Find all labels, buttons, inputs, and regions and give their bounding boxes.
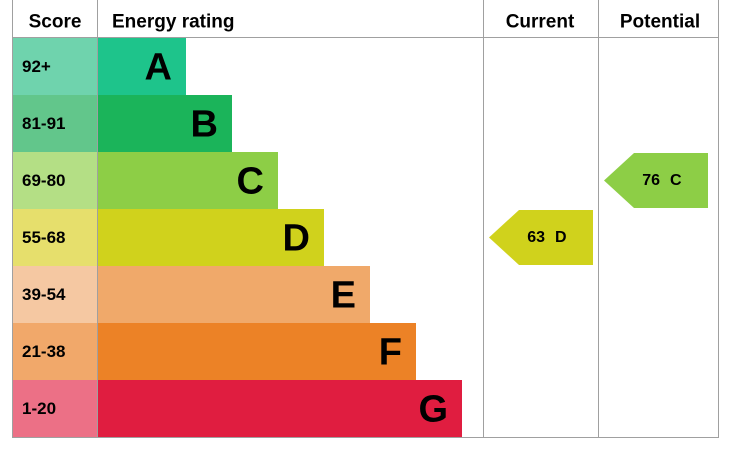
band-bar — [98, 323, 416, 380]
potential-arrow — [604, 153, 708, 208]
current-letter: D — [555, 229, 567, 246]
current-arrow — [489, 210, 593, 265]
band-bar — [98, 152, 278, 209]
score-cell — [13, 209, 97, 266]
score-label: 21-38 — [22, 342, 65, 361]
header-potential: Potential — [620, 12, 700, 33]
score-cell — [13, 380, 97, 437]
score-cell — [13, 38, 97, 95]
band-letter: F — [379, 332, 402, 374]
band-bar — [98, 95, 232, 152]
score-label: 69-80 — [22, 171, 65, 190]
band-letter: D — [283, 218, 310, 260]
score-label: 1-20 — [22, 399, 56, 418]
score-cell — [13, 266, 97, 323]
header-rating: Energy rating — [112, 12, 234, 33]
score-label: 39-54 — [22, 285, 66, 304]
score-label: 92+ — [22, 57, 51, 76]
band-bar — [98, 209, 324, 266]
band-letter: A — [145, 47, 172, 89]
current-value: 63 — [527, 229, 545, 246]
band-bar — [98, 266, 370, 323]
potential-letter: C — [670, 172, 682, 189]
band-letter: E — [331, 275, 356, 317]
header-score: Score — [29, 12, 82, 33]
band-bar — [98, 38, 186, 95]
band-letter: C — [237, 161, 264, 203]
band-letter: B — [191, 104, 218, 146]
header-current: Current — [506, 12, 575, 33]
band-bar — [98, 380, 462, 437]
score-label: 81-91 — [22, 114, 65, 133]
score-cell — [13, 323, 97, 380]
score-cell — [13, 152, 97, 209]
potential-value: 76 — [642, 172, 660, 189]
band-letter: G — [418, 389, 448, 431]
frame — [12, 0, 719, 438]
score-cell — [13, 95, 97, 152]
score-label: 55-68 — [22, 228, 65, 247]
